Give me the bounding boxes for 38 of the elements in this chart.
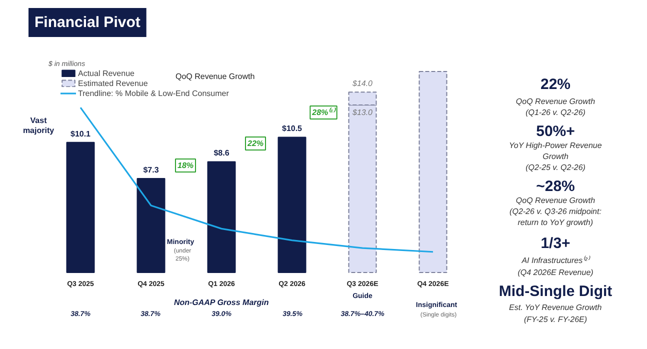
bar: [136, 178, 166, 273]
data-label: $13.0: [351, 108, 374, 117]
legend-label: Actual Revenue: [78, 68, 134, 78]
text: YoY High-Power Revenue: [509, 141, 602, 150]
text: Mid-Single Digit: [498, 283, 612, 300]
text: (Q2-25 v. Q2-26): [526, 163, 586, 172]
text: Non-GAAP Gross Margin: [174, 298, 269, 307]
data-label: $10.5: [282, 124, 303, 134]
text: Financial Pivot: [34, 14, 140, 31]
data-label: $10.1: [70, 129, 92, 138]
bar: [418, 71, 448, 273]
data-label: $8.6: [214, 148, 230, 158]
text: (Q2-26 v. Q3-26 midpoint:: [510, 207, 602, 216]
text: QoQ Revenue Growth: [516, 97, 596, 106]
legend-label: Estimated Revenue: [78, 78, 148, 88]
bar: [66, 142, 95, 273]
text: return to YoY growth): [518, 218, 594, 227]
text: AI Infrastructures⁽²⁾: [520, 255, 590, 265]
annotation: 22%: [246, 139, 264, 148]
annotation: QoQ Revenue Growth: [176, 72, 255, 81]
annotation: Vast majority: [22, 116, 55, 135]
text: Growth: [542, 152, 569, 161]
text: QoQ Revenue Growth: [516, 196, 596, 205]
data-label: $7.3: [143, 165, 160, 174]
text: 1/3+: [540, 235, 571, 252]
bar: [278, 136, 306, 273]
bar: [207, 161, 236, 273]
text: Est. YoY Revenue Growth: [509, 303, 602, 312]
text: 22%: [540, 76, 571, 93]
annotation: 28%⁽¹⁾: [311, 107, 336, 117]
total-label: $14.0: [351, 79, 374, 88]
annotation: 18%: [177, 161, 194, 170]
text: 50%+: [536, 123, 576, 140]
text: (Q4 2026E Revenue): [518, 268, 594, 277]
text: (Q1-26 v. Q2-26): [526, 108, 586, 117]
text: (FY-25 v. FY-26E): [524, 315, 588, 324]
legend-label: Trendline: % Mobile & Low-End Consumer: [78, 88, 229, 98]
text: ~28%: [536, 178, 575, 195]
